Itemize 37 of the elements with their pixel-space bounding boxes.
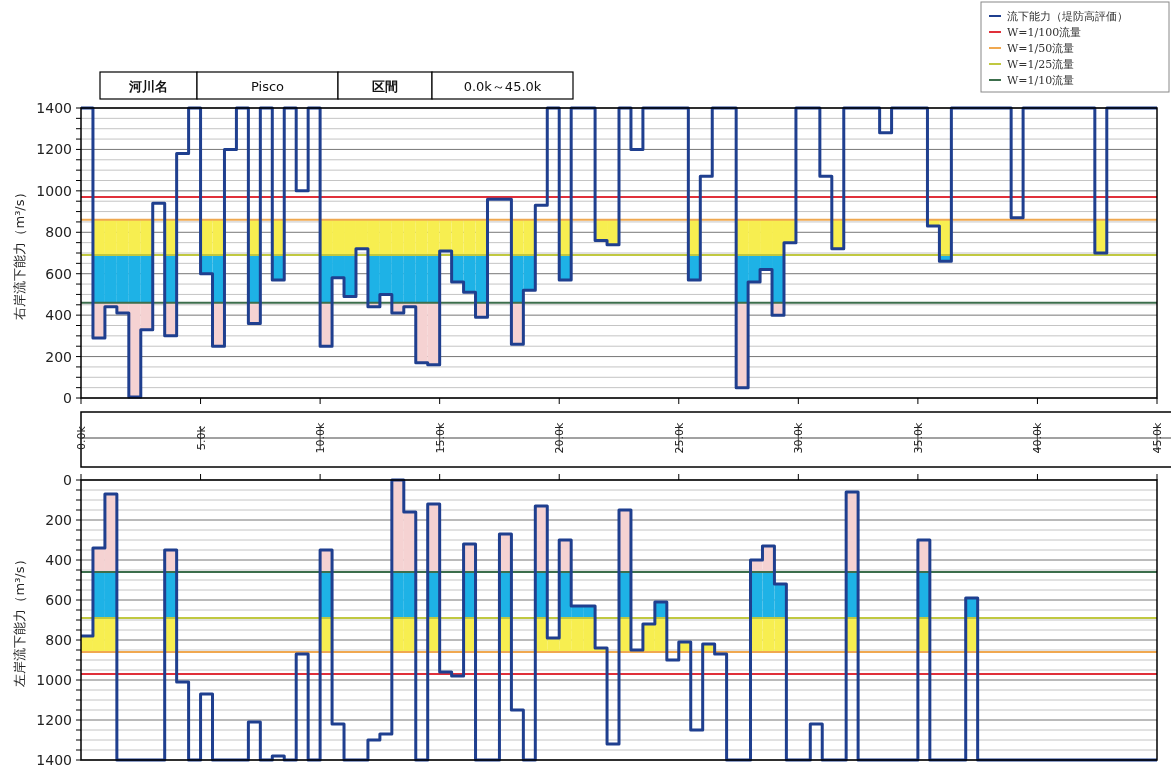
text: 区間 <box>372 79 398 94</box>
x-tick-label: 40.0k <box>1031 421 1045 454</box>
x-tick-label: 35.0k <box>911 421 925 454</box>
y-axis-title: 右岸流下能力（m³/s） <box>12 186 27 320</box>
y-tick-label: 800 <box>45 632 72 648</box>
y-tick-label: 1400 <box>36 752 72 768</box>
legend-label: W=1/50流量 <box>1007 42 1075 55</box>
y-tick-label: 1000 <box>36 672 72 688</box>
x-tick-label: 0.0k <box>75 425 88 450</box>
y-tick-label: 200 <box>45 512 72 528</box>
legend-label: 流下能力（堤防高評価） <box>1007 10 1128 23</box>
y-tick-label: 200 <box>45 348 72 365</box>
y-tick-label: 600 <box>45 592 72 608</box>
y-tick-label: 600 <box>45 265 72 282</box>
x-tick-label: 10.0k <box>314 421 328 454</box>
y-tick-label: 400 <box>45 552 72 568</box>
y-tick-label: 800 <box>45 224 72 241</box>
x-tick-label: 25.0k <box>672 421 686 454</box>
y-tick-label: 0 <box>63 390 72 406</box>
legend-label: W=1/25流量 <box>1007 58 1075 71</box>
text: Pisco <box>250 79 285 94</box>
x-tick-label: 20.0k <box>553 421 567 454</box>
y-axis-title: 左岸流下能力（m³/s） <box>12 553 27 687</box>
y-tick-label: 400 <box>45 307 72 324</box>
legend-label: W=1/100流量 <box>1007 26 1082 39</box>
x-tick-label: 15.0k <box>433 421 447 454</box>
y-tick-label: 1200 <box>36 712 72 728</box>
x-tick-label: 5.0k <box>194 425 208 450</box>
text: 0.0k～45.0k <box>463 79 542 94</box>
y-tick-label: 1400 <box>36 100 72 116</box>
text: 河川名 <box>128 79 168 94</box>
y-tick-label: 1200 <box>36 141 72 158</box>
x-tick-label: 45.0k <box>1151 421 1164 454</box>
y-tick-label: 1000 <box>36 182 72 199</box>
x-tick-label: 30.0k <box>792 421 806 454</box>
y-tick-label: 0 <box>63 472 72 488</box>
legend-label: W=1/10流量 <box>1007 74 1075 87</box>
